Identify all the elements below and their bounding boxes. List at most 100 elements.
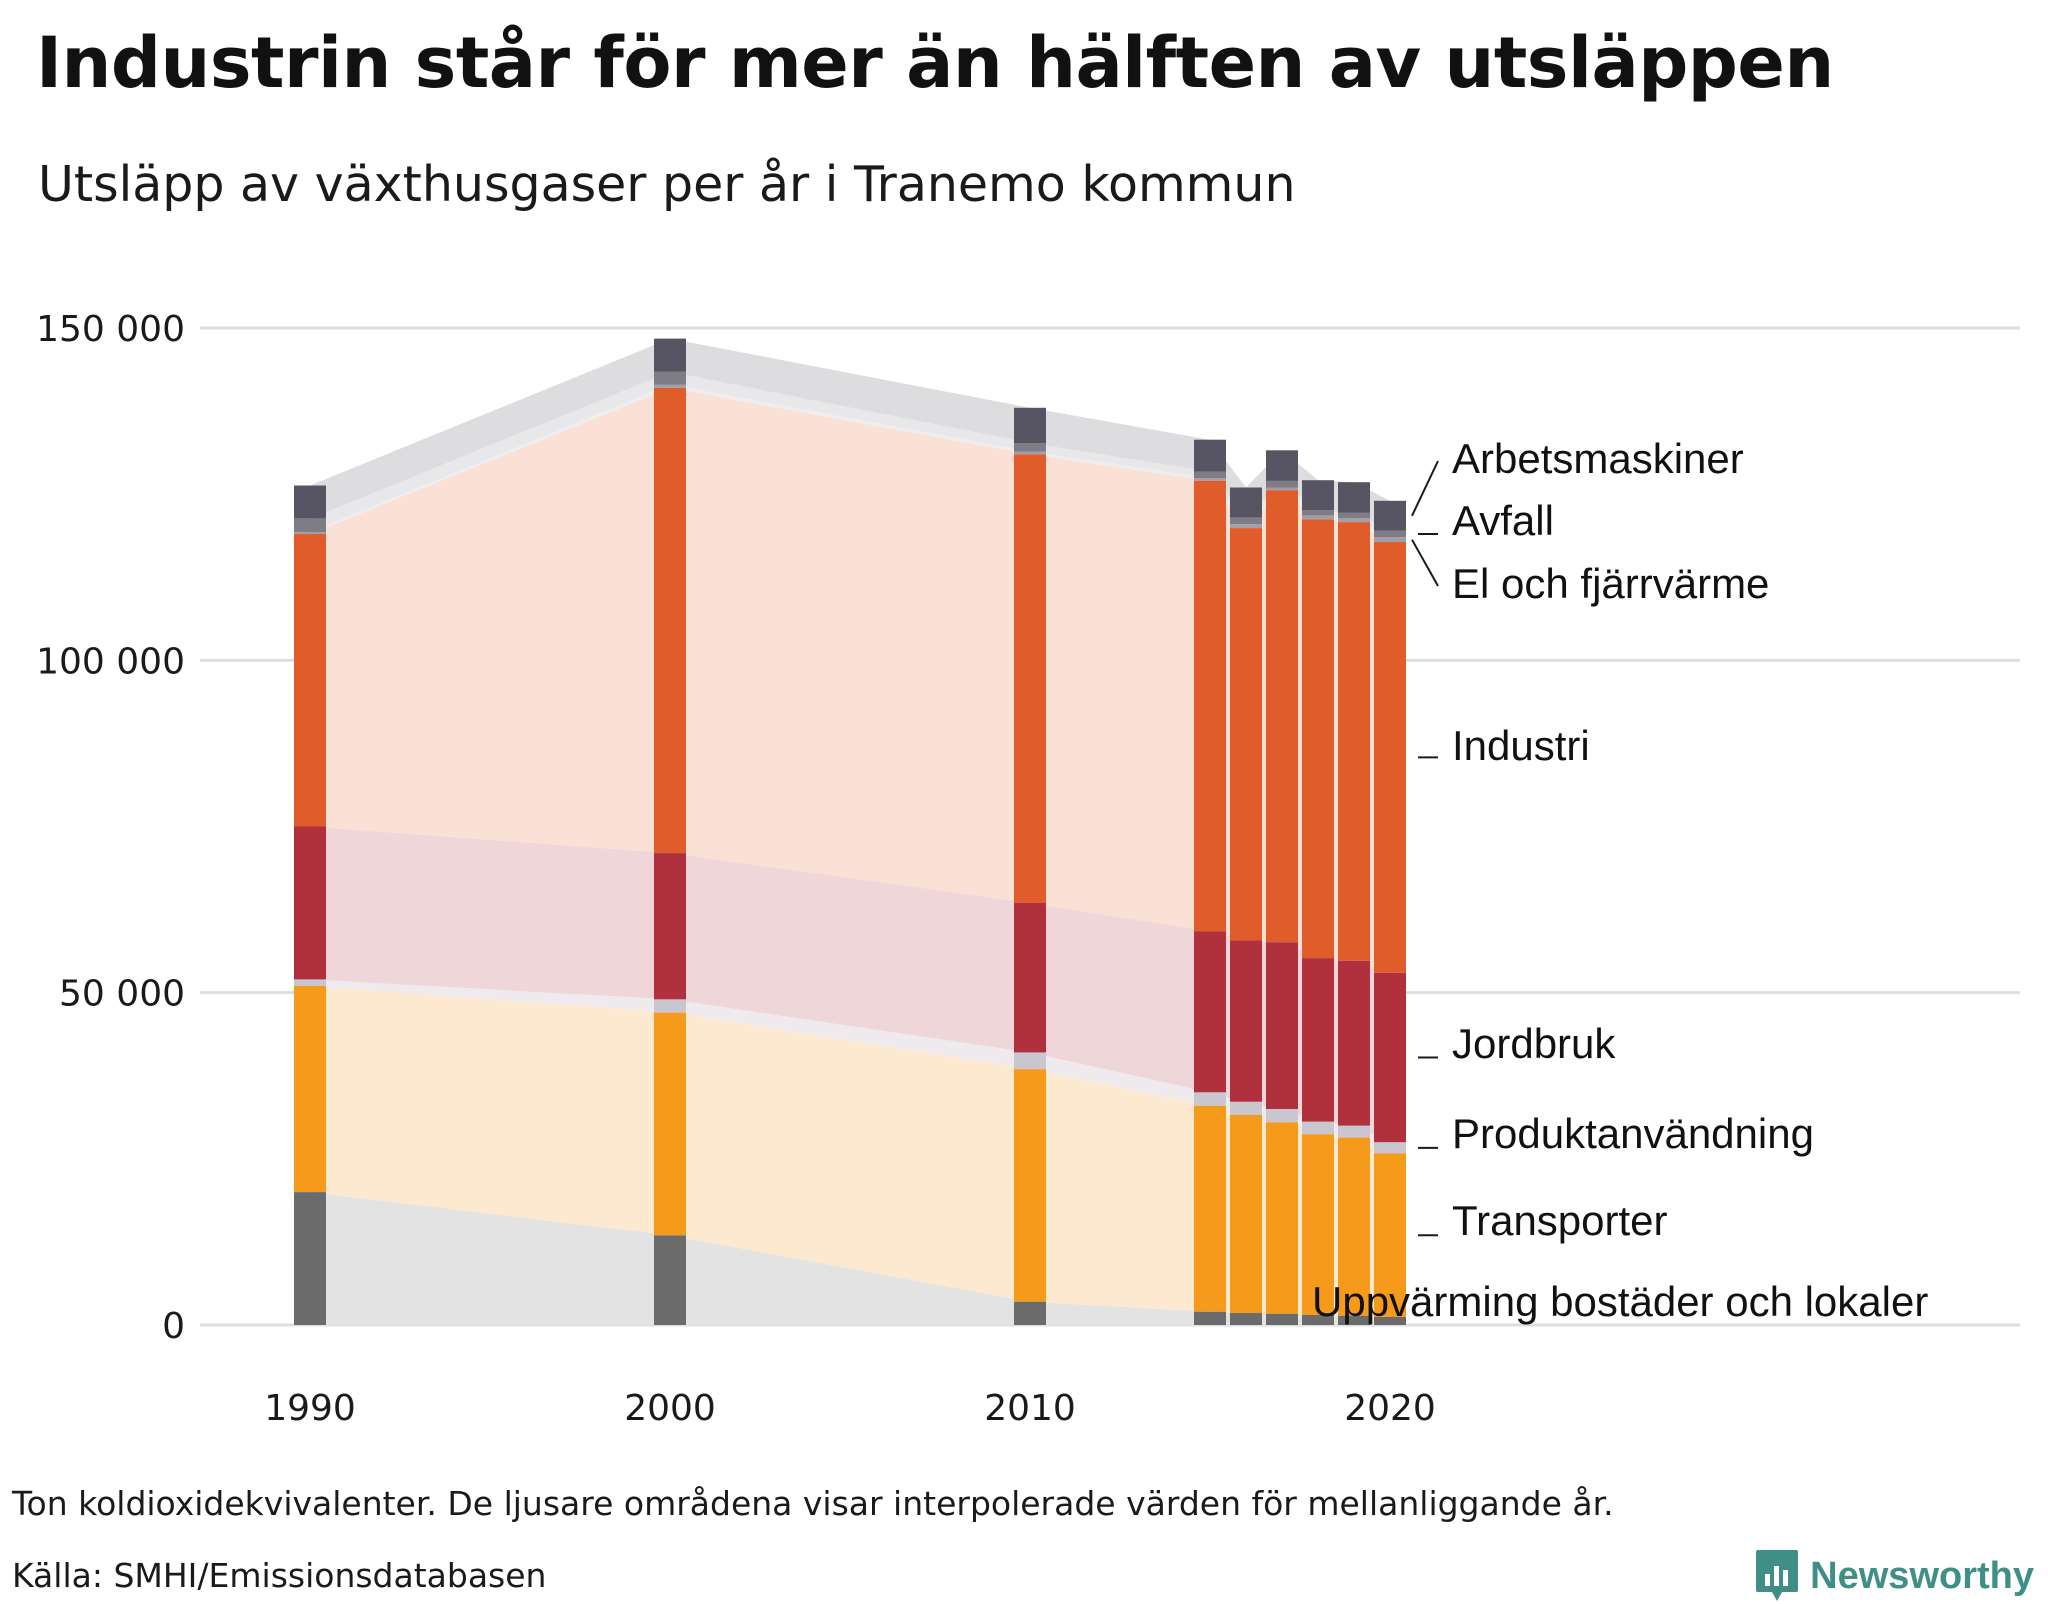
bar-segment — [1266, 942, 1298, 1109]
bar-segment — [1194, 478, 1226, 481]
bar-segment — [294, 532, 326, 535]
bar-segment — [1014, 1052, 1046, 1070]
bar-segment — [1374, 972, 1406, 1143]
bar-segment — [654, 387, 686, 854]
bar-segment — [1230, 1101, 1262, 1115]
bar-segment — [1266, 1313, 1298, 1325]
bar-segment — [1014, 1301, 1046, 1325]
bar-segment — [1374, 1153, 1406, 1317]
bar-segment — [1230, 940, 1262, 1102]
source-text: Källa: SMHI/Emissionsdatabasen — [12, 1556, 547, 1595]
bar-segment — [1194, 480, 1226, 932]
series-label: Avfall — [1452, 497, 1554, 544]
series-labels: Uppvärming bostäder och lokaler Transport… — [1312, 435, 1928, 1325]
y-tick-label: 150 000 — [36, 309, 185, 350]
bar-segment — [1230, 524, 1262, 529]
leader-line — [1411, 460, 1439, 517]
series-label: Jordbruk — [1452, 1020, 1616, 1067]
series-label: Transporter — [1452, 1197, 1668, 1244]
bar-segment — [1194, 931, 1226, 1093]
interpolated-areas — [310, 338, 1390, 1325]
newsworthy-logo: Newsworthy — [1754, 1548, 2034, 1604]
area-uppvärming-bostäder-och-lokaler — [310, 1192, 1390, 1325]
bar-segment — [294, 826, 326, 980]
series-label: Produktanvändning — [1452, 1110, 1814, 1157]
bar-segment — [1302, 510, 1334, 516]
area-arbetsmaskiner — [310, 338, 1390, 531]
brand-name: Newsworthy — [1810, 1554, 2034, 1597]
bar-segment — [654, 384, 686, 388]
footnote: Ton koldioxidekvivalenter. De ljusare om… — [12, 1484, 1614, 1523]
page-subtitle: Utsläpp av växthusgaser per år i Tranemo… — [38, 156, 1296, 213]
bar-segment — [654, 371, 686, 385]
x-tick-label: 2010 — [984, 1388, 1076, 1429]
bar-segment — [1338, 518, 1370, 523]
bar-segment — [1266, 487, 1298, 491]
bar-segment — [294, 485, 326, 519]
bar-segment — [294, 986, 326, 1192]
series-label: Arbetsmaskiner — [1452, 435, 1744, 482]
bar-segment — [1194, 1311, 1226, 1325]
bar-segment — [1302, 958, 1334, 1122]
series-label: El och fjärrvärme — [1452, 560, 1769, 607]
bar-segment — [1302, 1134, 1334, 1315]
bar-segment — [1338, 512, 1370, 519]
bar-segment — [654, 1012, 686, 1236]
bar-segment — [1194, 1092, 1226, 1106]
bar-segment — [1266, 490, 1298, 943]
bar-segment — [1374, 1142, 1406, 1154]
chart-bubble-icon — [1756, 1550, 1799, 1601]
bar-segment — [1230, 1313, 1262, 1325]
bar-segment — [1374, 530, 1406, 538]
bar-segment — [1338, 1315, 1370, 1325]
area-avfall — [310, 371, 1390, 538]
bar-segment — [1302, 1315, 1334, 1325]
bar-segment — [1014, 1069, 1046, 1302]
area-el-och-fjärrvärme — [310, 384, 1390, 542]
bar-segment — [294, 534, 326, 827]
bar-segment — [1374, 1317, 1406, 1325]
bar-segment — [1014, 451, 1046, 455]
bars — [294, 338, 1406, 1325]
bar-segment — [1338, 960, 1370, 1126]
y-tick-label: 50 000 — [59, 974, 185, 1015]
bar-segment — [1194, 1105, 1226, 1312]
area-transporter — [310, 986, 1390, 1317]
bar-segment — [1266, 1122, 1298, 1314]
series-label: Industri — [1452, 722, 1590, 769]
bar-segment — [294, 979, 326, 986]
bar-segment — [1338, 1137, 1370, 1316]
bar-segment — [1374, 500, 1406, 531]
bar-segment — [1194, 439, 1226, 472]
bar-segment — [1374, 537, 1406, 543]
bar-segment — [1230, 517, 1262, 524]
bar-segment — [654, 338, 686, 372]
bar-segment — [1338, 1125, 1370, 1138]
y-tick-label: 0 — [162, 1306, 185, 1347]
bar-segment — [1014, 407, 1046, 443]
bar-segment — [1266, 450, 1298, 481]
page-title: Industrin står för mer än hälften av uts… — [36, 22, 1834, 104]
bar-segment — [1230, 528, 1262, 941]
x-axis: 1990 2000 2010 2020 — [264, 1388, 1436, 1429]
bar-segment — [654, 999, 686, 1013]
bar-segment — [1338, 522, 1370, 961]
bar-segment — [1302, 519, 1334, 959]
bar-segment — [1302, 515, 1334, 520]
bar-segment — [1014, 902, 1046, 1053]
area-industri — [310, 387, 1390, 973]
area-jordbruk — [310, 826, 1390, 1143]
bar-segment — [1266, 480, 1298, 488]
bar-segment — [1194, 471, 1226, 479]
leader-line — [1411, 539, 1439, 587]
bar-segment — [1014, 443, 1046, 452]
bar-segment — [1266, 1109, 1298, 1123]
x-tick-label: 2020 — [1344, 1388, 1436, 1429]
x-tick-label: 2000 — [624, 1388, 716, 1429]
bar-segment — [1230, 487, 1262, 518]
series-label: Uppvärming bostäder och lokaler — [1312, 1278, 1928, 1325]
bar-segment — [1230, 1115, 1262, 1314]
bar-segment — [294, 518, 326, 533]
y-tick-label: 100 000 — [36, 641, 185, 682]
